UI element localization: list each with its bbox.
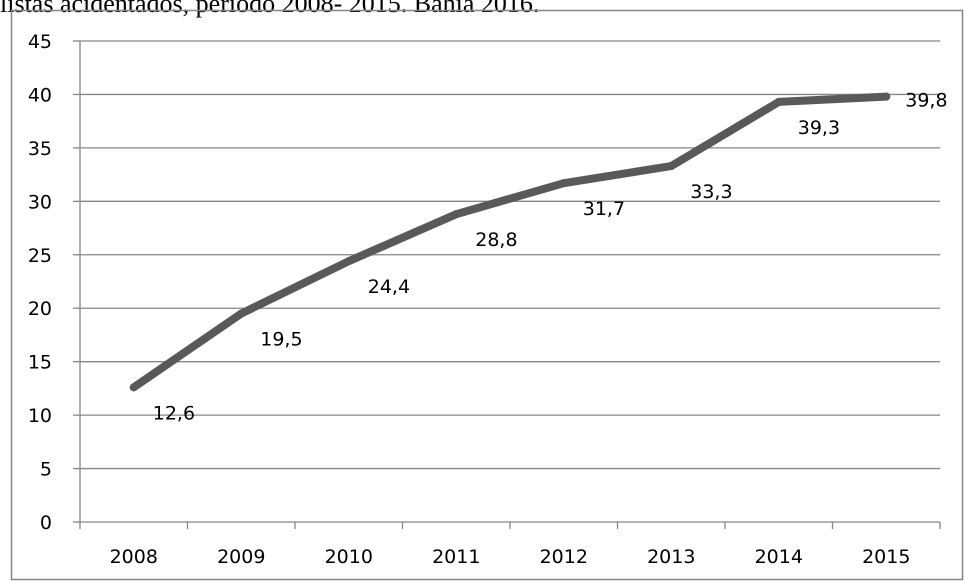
axes [73, 40, 941, 529]
data-point-2014 [774, 97, 783, 106]
y-tick-label: 0 [40, 512, 52, 534]
data-point-2011 [452, 210, 461, 219]
data-label-2008: 12,6 [153, 402, 195, 424]
data-label-2015: 39,8 [905, 90, 947, 112]
y-tick-label: 20 [28, 298, 52, 320]
y-tick-label: 15 [28, 352, 52, 374]
data-point-2010 [344, 257, 353, 266]
data-point-2015 [882, 92, 891, 101]
x-tick-label-2008: 2008 [110, 546, 158, 568]
y-tick-label: 10 [28, 405, 52, 427]
x-axis-tick-labels: 2008 2009 2010 2011 2012 2013 2014 2015 [110, 546, 911, 568]
series-group [129, 92, 891, 392]
y-tick-label: 40 [28, 84, 52, 106]
y-tick-label: 35 [28, 138, 52, 160]
chart-border [10, 9, 964, 581]
x-tick-label-2010: 2010 [325, 546, 373, 568]
data-point-2008 [129, 383, 138, 392]
y-tick-label: 5 [40, 459, 52, 481]
y-tick-label: 30 [28, 191, 52, 213]
gridlines [80, 40, 940, 470]
data-label-2010: 24,4 [368, 276, 410, 298]
y-axis-tick-labels: 0 5 10 15 20 25 30 35 40 45 [28, 31, 52, 534]
data-labels: 12,6 19,5 24,4 28,8 31,7 33,3 39,3 39,8 [153, 90, 948, 425]
x-tick-label-2012: 2012 [540, 546, 588, 568]
data-point-2013 [667, 162, 676, 171]
data-point-2009 [237, 309, 246, 318]
data-label-2013: 33,3 [690, 181, 732, 203]
x-tick-label-2014: 2014 [755, 546, 803, 568]
y-tick-label: 25 [28, 245, 52, 267]
chart-caption: listas acidentados, período 2008- 2015. … [0, 0, 540, 18]
x-tick-label-2009: 2009 [217, 546, 265, 568]
y-tick-label: 45 [28, 31, 52, 53]
data-label-2014: 39,3 [798, 117, 840, 139]
data-label-2009: 19,5 [260, 329, 302, 351]
data-point-2012 [559, 179, 568, 188]
x-tick-label-2013: 2013 [647, 546, 695, 568]
series-line [129, 92, 891, 392]
data-label-2012: 31,7 [583, 198, 625, 220]
data-label-2011: 28,8 [475, 229, 517, 251]
x-tick-label-2015: 2015 [862, 546, 910, 568]
x-tick-label-2011: 2011 [432, 546, 480, 568]
